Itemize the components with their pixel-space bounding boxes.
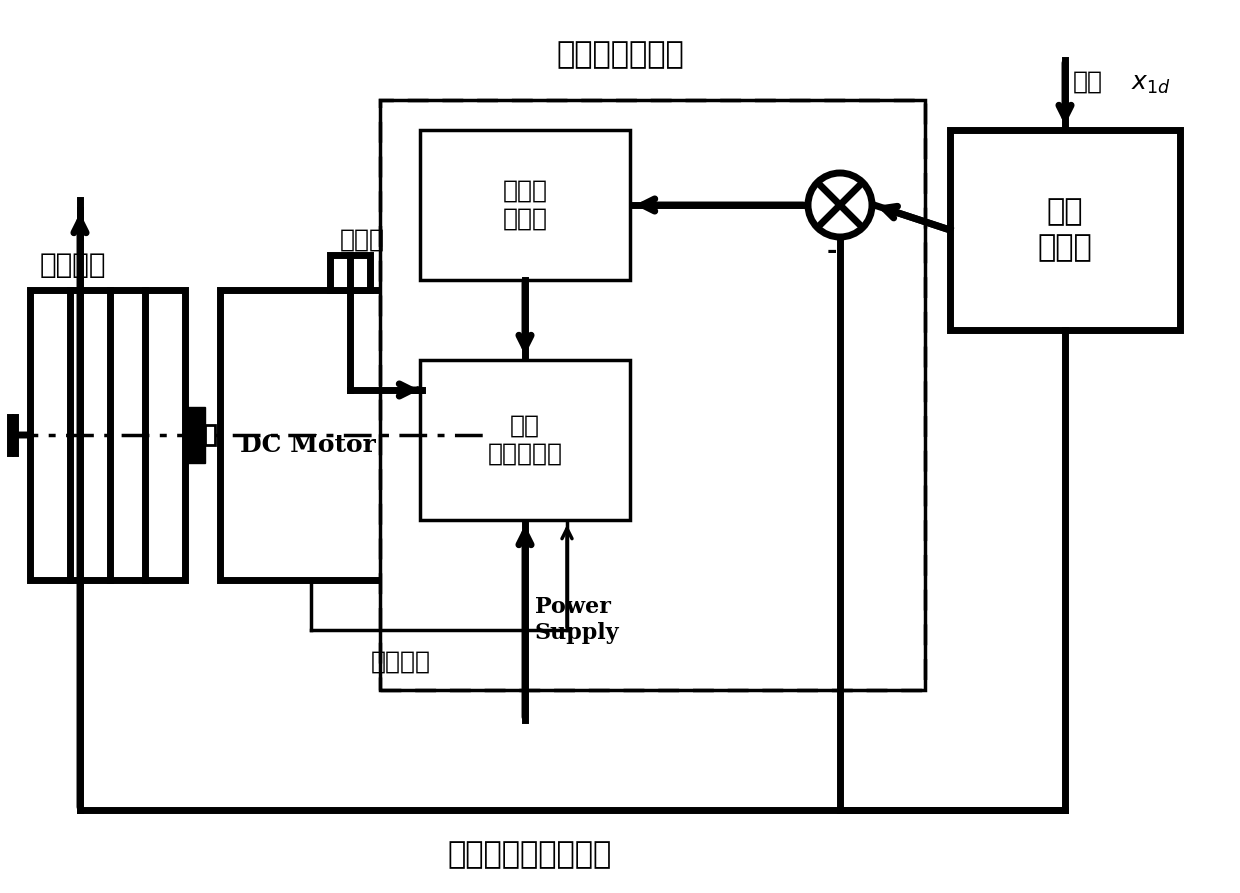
Text: $x_{1d}$: $x_{1d}$ bbox=[1131, 72, 1171, 96]
Bar bbox=[205, 425, 215, 445]
Bar bbox=[379, 100, 925, 690]
Bar bbox=[30, 290, 185, 580]
Bar bbox=[420, 130, 630, 280]
Bar bbox=[219, 290, 480, 580]
Text: 商业电气驱动器: 商业电气驱动器 bbox=[556, 39, 684, 71]
Bar bbox=[185, 407, 205, 463]
Text: 位置
控制器: 位置 控制器 bbox=[1038, 196, 1092, 263]
Text: 指令: 指令 bbox=[1073, 70, 1104, 94]
Text: 放大
与处理电路: 放大 与处理电路 bbox=[487, 414, 563, 466]
Text: DC Motor: DC Motor bbox=[241, 433, 376, 457]
Text: -: - bbox=[827, 239, 837, 263]
Text: 动力线: 动力线 bbox=[340, 228, 384, 252]
Bar bbox=[379, 100, 925, 690]
Bar bbox=[330, 255, 370, 290]
Text: 光电编码器位置反馈: 光电编码器位置反馈 bbox=[448, 839, 613, 871]
Text: 电流环
控制器: 电流环 控制器 bbox=[502, 179, 548, 231]
Text: 惯性负载: 惯性负载 bbox=[40, 252, 107, 279]
Bar bbox=[950, 130, 1180, 330]
Bar bbox=[420, 360, 630, 520]
Text: 电流反馈: 电流反馈 bbox=[371, 650, 432, 674]
Text: Power
Supply: Power Supply bbox=[534, 597, 620, 644]
